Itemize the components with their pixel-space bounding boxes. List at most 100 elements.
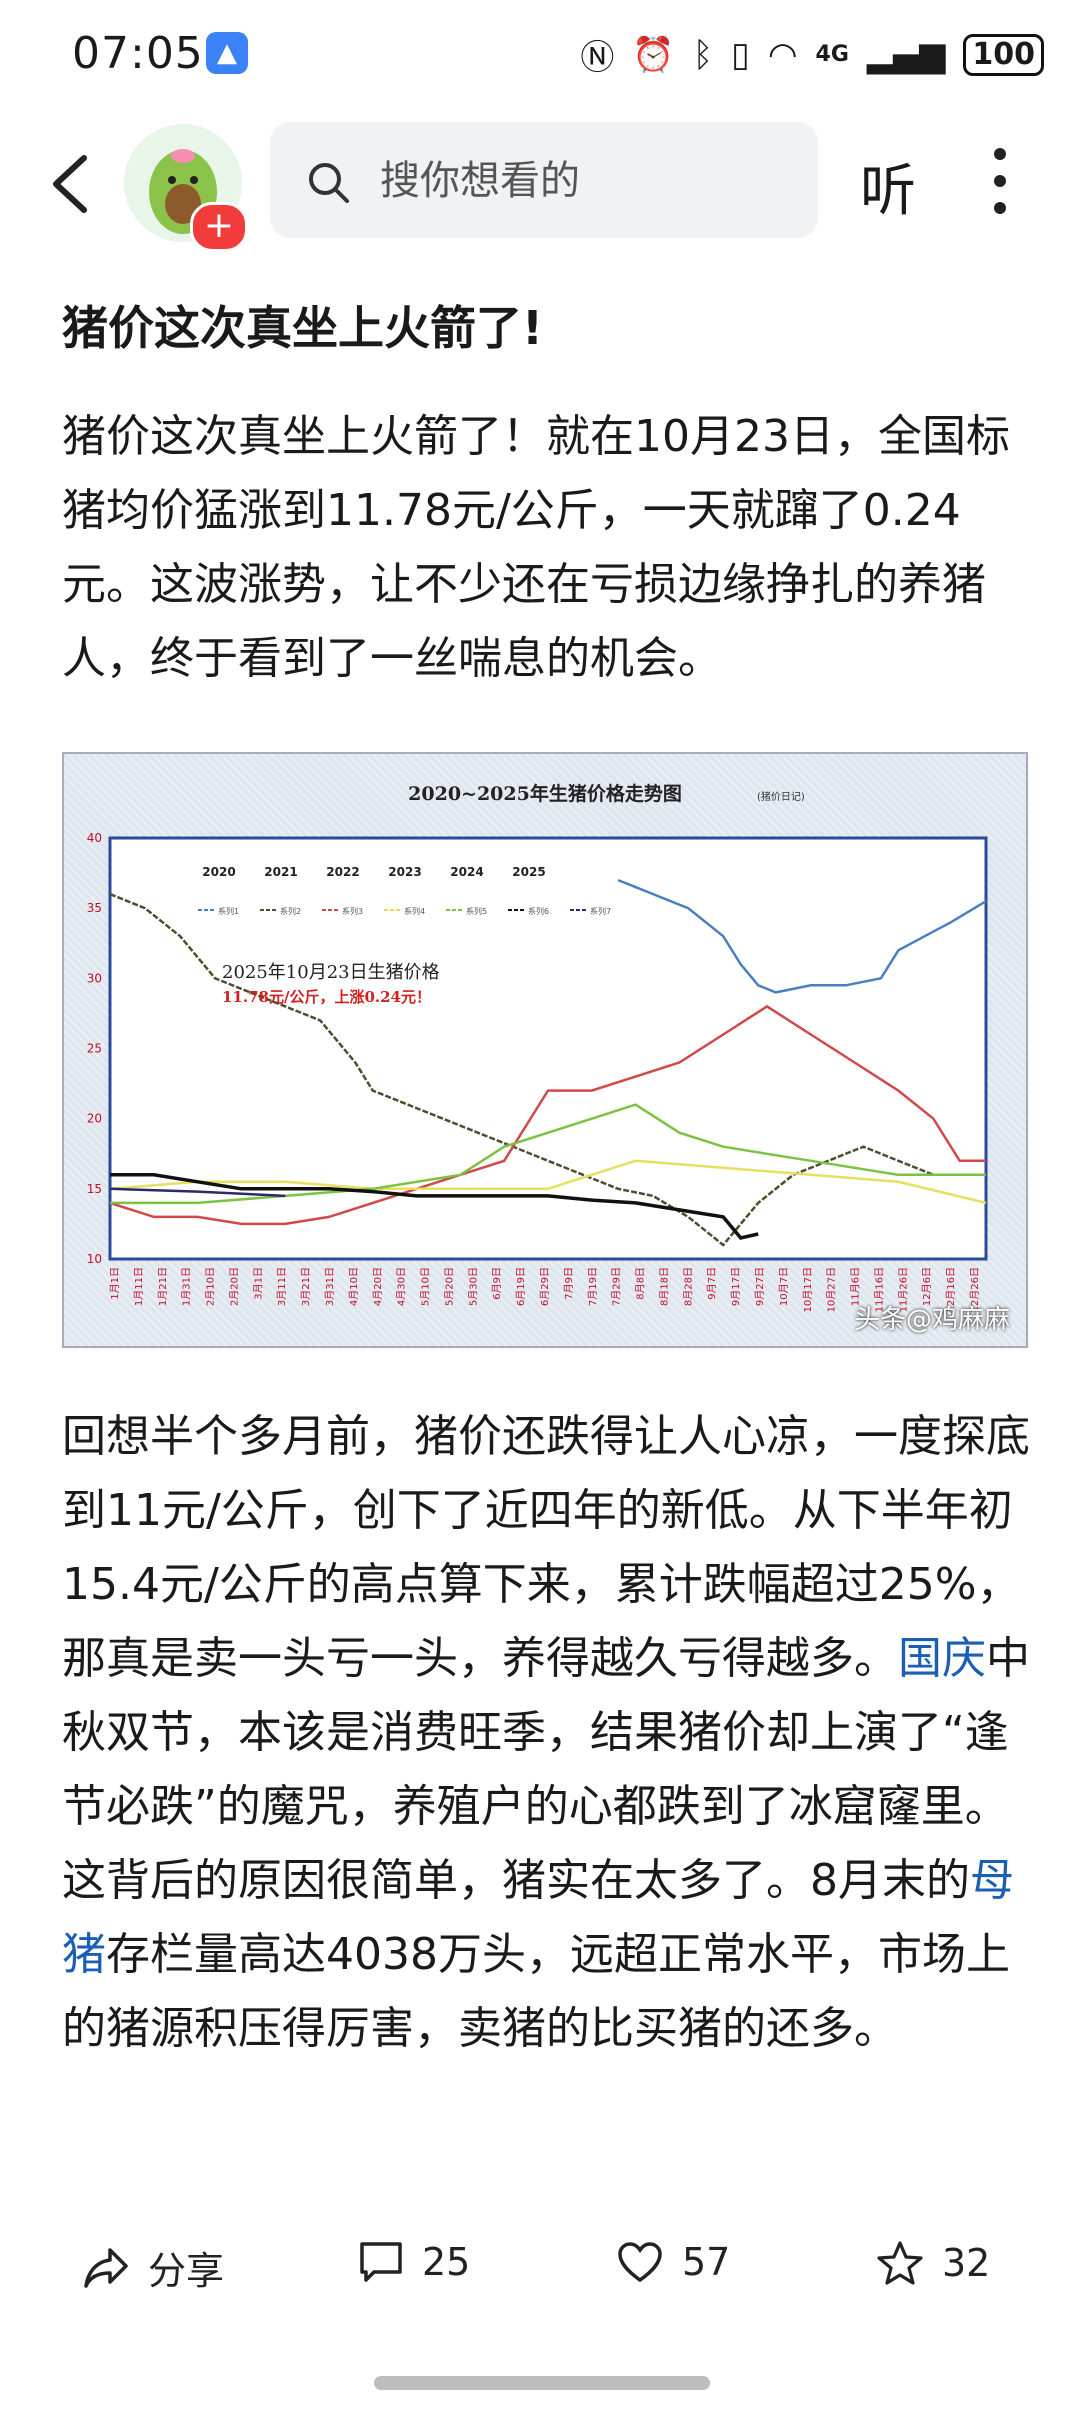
y-tick-label: 40 bbox=[87, 831, 102, 845]
x-tick-label: 1月11日 bbox=[133, 1267, 145, 1306]
legend-entry: 系列4 bbox=[404, 906, 425, 916]
status-time: 07:05 bbox=[72, 28, 204, 79]
like-button[interactable]: 57 bbox=[616, 2240, 730, 2284]
year-label: 2021 bbox=[264, 865, 297, 879]
article-paragraph-2: 回想半个多月前，猪价还跌得让人心凉，一度探底到11元/公斤，创下了近四年的新低。… bbox=[62, 1400, 1030, 2066]
bluetooth-icon: ᛒ bbox=[692, 34, 714, 75]
year-label: 2024 bbox=[450, 865, 483, 879]
status-icons: Ⓝ ⏰ ᛒ ▯ ◠ 4G ▂▄▆ 100 bbox=[580, 30, 1044, 79]
y-tick-label: 10 bbox=[87, 1252, 102, 1266]
x-tick-label: 11月26日 bbox=[897, 1267, 909, 1312]
back-icon[interactable] bbox=[50, 154, 90, 214]
x-tick-label: 7月19日 bbox=[587, 1267, 599, 1306]
x-tick-label: 12月26日 bbox=[969, 1267, 981, 1312]
series-line-系列1 bbox=[617, 878, 987, 994]
battery-icon: 100 bbox=[963, 33, 1044, 76]
year-label: 2025 bbox=[512, 865, 545, 879]
comment-count: 25 bbox=[422, 2240, 471, 2284]
vibrate-icon: ▯ bbox=[731, 34, 750, 75]
listen-button[interactable]: 听 bbox=[860, 159, 916, 224]
x-tick-label: 12月16日 bbox=[945, 1267, 957, 1312]
year-label: 2023 bbox=[388, 865, 421, 879]
search-input[interactable] bbox=[378, 148, 782, 214]
x-tick-label: 9月27日 bbox=[754, 1267, 766, 1306]
year-label: 2022 bbox=[326, 865, 359, 879]
link-guoqing[interactable]: 国庆 bbox=[898, 1633, 986, 1684]
share-label: 分享 bbox=[148, 2249, 225, 2293]
legend-entry: 系列6 bbox=[528, 906, 549, 916]
x-tick-label: 4月20日 bbox=[372, 1267, 384, 1306]
x-tick-label: 3月1日 bbox=[252, 1267, 264, 1300]
favorite-count: 32 bbox=[942, 2241, 991, 2285]
x-tick-label: 1月31日 bbox=[181, 1267, 193, 1306]
comment-button[interactable]: 25 bbox=[358, 2240, 470, 2284]
x-tick-label: 1月21日 bbox=[157, 1267, 169, 1306]
chart-annotation-price: 11.78元/公斤，上涨0.24元！ bbox=[222, 988, 431, 1006]
x-tick-label: 10月17日 bbox=[802, 1267, 814, 1312]
action-bar: 分享 25 57 32 bbox=[0, 2220, 1084, 2320]
x-tick-label: 2月10日 bbox=[205, 1267, 217, 1306]
y-tick-label: 20 bbox=[87, 1112, 102, 1126]
y-tick-label: 15 bbox=[87, 1182, 102, 1196]
paragraph-2-text-a: 回想半个多月前，猪价还跌得让人心凉，一度探底到11元/公斤，创下了近四年的新低。… bbox=[62, 1411, 1030, 1684]
x-tick-label: 6月19日 bbox=[515, 1267, 527, 1306]
home-indicator bbox=[374, 2376, 710, 2390]
top-bar: + 听 bbox=[0, 118, 1084, 252]
app-notification-icon: ▲ bbox=[206, 32, 248, 74]
x-tick-label: 5月30日 bbox=[467, 1267, 479, 1306]
nfc-icon: Ⓝ bbox=[580, 38, 615, 78]
legend-entry: 系列2 bbox=[280, 906, 301, 916]
follow-plus-button[interactable]: + bbox=[190, 202, 248, 252]
chart-title-suffix: (猪价日记) bbox=[757, 791, 805, 803]
series-line-系列2 bbox=[109, 892, 986, 1247]
chart-title: 2020~2025年生猪价格走势图 bbox=[408, 782, 682, 805]
paragraph-2-text-c: 存栏量高达4038万头，远超正常水平，市场上的猪源积压得厉害，卖猪的比买猪的还多… bbox=[62, 1929, 1010, 2054]
x-tick-label: 4月30日 bbox=[396, 1267, 408, 1306]
y-tick-label: 30 bbox=[87, 971, 102, 985]
x-tick-label: 10月7日 bbox=[778, 1267, 790, 1306]
x-tick-label: 8月28日 bbox=[682, 1267, 694, 1306]
alarm-icon: ⏰ bbox=[632, 34, 675, 75]
link-muzhu[interactable]: 母猪 bbox=[62, 1855, 1014, 1980]
share-icon bbox=[84, 2247, 128, 2288]
x-tick-label: 8月8日 bbox=[635, 1267, 647, 1300]
share-button[interactable]: 分享 bbox=[82, 2240, 224, 2295]
x-tick-label: 7月9日 bbox=[563, 1267, 575, 1300]
legend-entry: 系列1 bbox=[218, 906, 239, 916]
x-tick-label: 3月31日 bbox=[324, 1267, 336, 1306]
article-paragraph-1: 猪价这次真坐上火箭了！就在10月23日，全国标猪均价猛涨到11.78元/公斤，一… bbox=[62, 411, 1010, 684]
comment-icon bbox=[360, 2242, 402, 2282]
x-tick-label: 9月17日 bbox=[730, 1267, 742, 1306]
price-chart: 2020~2025年生猪价格走势图 (猪价日记)10152025303540202… bbox=[87, 782, 988, 1312]
x-tick-label: 3月21日 bbox=[300, 1267, 312, 1306]
legend-entry: 系列3 bbox=[342, 906, 363, 916]
more-icon[interactable] bbox=[990, 146, 1010, 216]
like-count: 57 bbox=[682, 2240, 731, 2284]
y-tick-label: 25 bbox=[87, 1042, 102, 1056]
chart-annotation-title: 2025年10月23日生猪价格 bbox=[222, 962, 440, 983]
x-tick-label: 6月9日 bbox=[491, 1267, 503, 1300]
x-tick-label: 11月16日 bbox=[873, 1267, 885, 1312]
search-icon bbox=[309, 163, 349, 203]
search-bar[interactable] bbox=[270, 122, 818, 238]
series-line-系列4 bbox=[109, 1159, 987, 1205]
x-tick-label: 5月20日 bbox=[443, 1267, 455, 1306]
x-tick-label: 10月27日 bbox=[826, 1267, 838, 1312]
status-bar: 07:05 ▲ Ⓝ ⏰ ᛒ ▯ ◠ 4G ▂▄▆ 100 bbox=[0, 0, 1084, 110]
paragraph-2-text-b: 中秋双节，本该是消费旺季，结果猪价却上演了“逢节必跌”的魔咒，养殖户的心都跌到了… bbox=[62, 1633, 1030, 1906]
x-tick-label: 9月7日 bbox=[706, 1267, 718, 1300]
series-line-系列6 bbox=[110, 1173, 759, 1240]
legend-entry: 系列7 bbox=[590, 906, 611, 916]
signal-label: 4G bbox=[815, 42, 849, 67]
x-tick-label: 6月29日 bbox=[539, 1267, 551, 1306]
year-label: 2020 bbox=[202, 865, 235, 879]
y-tick-label: 35 bbox=[87, 901, 102, 915]
x-tick-label: 1月1日 bbox=[109, 1267, 121, 1300]
star-icon bbox=[877, 2241, 923, 2285]
x-tick-label: 2月20日 bbox=[228, 1267, 240, 1306]
price-chart-image[interactable]: 2020~2025年生猪价格走势图 (猪价日记) 10 15 20 25 30 35 40 202… bbox=[62, 752, 1028, 1348]
x-tick-label: 3月11日 bbox=[276, 1267, 288, 1306]
legend-entry: 系列5 bbox=[466, 906, 487, 916]
favorite-button[interactable]: 32 bbox=[876, 2240, 990, 2286]
heart-icon bbox=[618, 2242, 662, 2283]
